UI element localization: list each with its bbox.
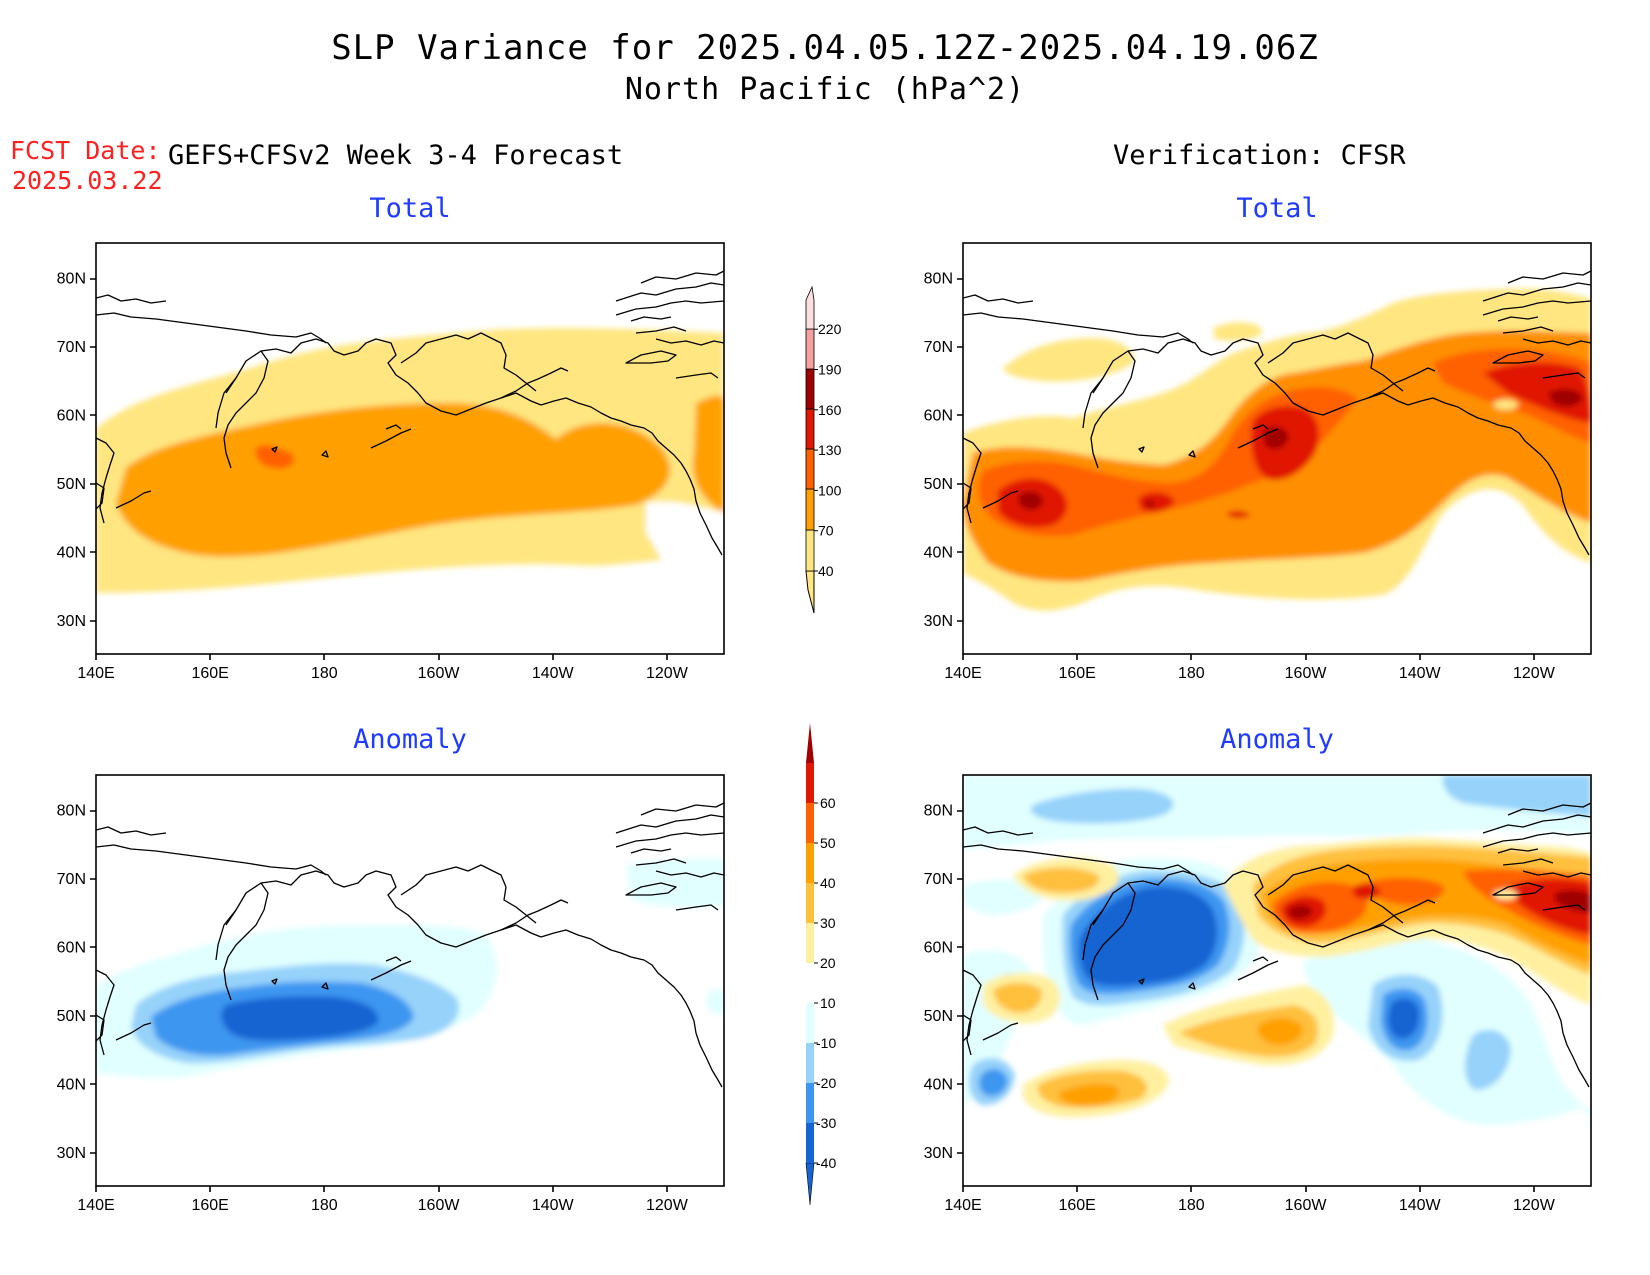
lat-tick-label: 30N: [57, 1145, 86, 1162]
lon-tick-label: 140E: [944, 1197, 981, 1214]
lon-tick-label: 120W: [1513, 1197, 1556, 1214]
lat-tick-label: 30N: [57, 613, 86, 630]
colorbar-anomaly-label: -20: [816, 1075, 836, 1091]
verif-anomaly-map: [963, 775, 1591, 1135]
lon-tick-label: 180: [311, 1197, 338, 1214]
lon-tick-label: 160W: [1285, 665, 1328, 682]
lon-tick-label: 160E: [1058, 665, 1095, 682]
verification-column-header: Verification: CFSR: [1113, 140, 1406, 171]
verif-anomaly-title: Anomaly: [1220, 724, 1334, 755]
colorbar-total-label: 100: [818, 482, 842, 498]
lon-tick-label: 140W: [1399, 665, 1442, 682]
lat-tick-label: 80N: [924, 802, 953, 819]
lat-tick-label: 40N: [924, 1076, 953, 1093]
lat-tick-label: 60N: [924, 939, 953, 956]
verif-total-map: [963, 270, 1591, 611]
lat-tick-label: 30N: [924, 1145, 953, 1162]
colorbar-total-label: 70: [818, 523, 834, 539]
colorbar-total: 40 70 100 130 160 190 220: [805, 285, 842, 614]
lon-tick-label: 180: [1178, 665, 1205, 682]
lat-tick-label: 80N: [57, 270, 86, 287]
lon-tick-label: 180: [311, 665, 338, 682]
lon-tick-label: 160E: [191, 1197, 228, 1214]
forecast-anomaly-map: [96, 802, 724, 1088]
lat-tick-label: 50N: [57, 1008, 86, 1025]
lat-tick-label: 50N: [924, 1008, 953, 1025]
lon-tick-label: 140W: [532, 665, 575, 682]
colorbar-anomaly-label: -40: [816, 1155, 836, 1171]
lon-tick-label: 120W: [646, 665, 689, 682]
colorbar-anomaly-label: 60: [820, 795, 836, 811]
lat-tick-label: 40N: [924, 544, 953, 561]
lat-tick-label: 60N: [57, 407, 86, 424]
lon-tick-label: 160W: [1285, 1197, 1328, 1214]
lon-tick-label: 160W: [418, 665, 461, 682]
lon-tick-label: 140E: [77, 665, 114, 682]
forecast-total-title: Total: [369, 193, 451, 224]
colorbar-total-label: 190: [818, 362, 842, 378]
main-subtitle: North Pacific (hPa^2): [624, 72, 1026, 107]
lat-tick-label: 50N: [57, 476, 86, 493]
forecast-column-header: GEFS+CFSv2 Week 3-4 Forecast: [168, 140, 624, 171]
lat-tick-label: 30N: [924, 613, 953, 630]
colorbar-anomaly: -40 -30 -20 -10 10 20 30 40 50 60: [805, 723, 836, 1206]
colorbar-anomaly-label: 30: [820, 915, 836, 931]
colorbar-anomaly-label: -30: [816, 1115, 836, 1131]
lon-tick-label: 160E: [1058, 1197, 1095, 1214]
lon-tick-label: 140E: [77, 1197, 114, 1214]
lat-tick-label: 70N: [57, 871, 86, 888]
colorbar-anomaly-label: 50: [820, 835, 836, 851]
lat-tick-label: 40N: [57, 544, 86, 561]
lat-tick-label: 50N: [924, 476, 953, 493]
colorbar-total-label: 160: [818, 402, 842, 418]
lon-tick-label: 160W: [418, 1197, 461, 1214]
colorbar-total-label: 220: [818, 321, 842, 337]
colorbar-total-label: 130: [818, 442, 842, 458]
verif-total-title: Total: [1236, 193, 1318, 224]
colorbar-anomaly-label: 20: [820, 955, 836, 971]
colorbar-anomaly-label: 40: [820, 875, 836, 891]
lon-tick-label: 180: [1178, 1197, 1205, 1214]
lon-tick-label: 140W: [532, 1197, 575, 1214]
forecast-anomaly-title: Anomaly: [353, 724, 467, 755]
lat-tick-label: 80N: [924, 270, 953, 287]
lat-tick-label: 70N: [924, 871, 953, 888]
lat-tick-label: 60N: [57, 939, 86, 956]
axis-tick-labels: 80N 70N 60N 50N 40N 30N 140E 160E 180 160W 140W 120…: [57, 270, 1556, 1214]
lon-tick-label: 160E: [191, 665, 228, 682]
lon-tick-label: 120W: [1513, 665, 1556, 682]
colorbar-anomaly-label: 10: [820, 995, 836, 1011]
fcst-date-label: FCST Date:: [10, 136, 161, 165]
lat-tick-label: 80N: [57, 802, 86, 819]
colorbar-total-label: 40: [818, 563, 834, 579]
fcst-date-value: 2025.03.22: [12, 166, 163, 195]
colorbar-anomaly-label: -10: [816, 1035, 836, 1051]
lat-tick-label: 70N: [57, 339, 86, 356]
lon-tick-label: 140W: [1399, 1197, 1442, 1214]
lat-tick-label: 70N: [924, 339, 953, 356]
lon-tick-label: 140E: [944, 665, 981, 682]
lat-tick-label: 60N: [924, 407, 953, 424]
main-title: SLP Variance for 2025.04.05.12Z-2025.04.…: [331, 28, 1319, 68]
lat-tick-label: 40N: [57, 1076, 86, 1093]
lon-tick-label: 120W: [646, 1197, 689, 1214]
forecast-total-map: [96, 270, 724, 654]
